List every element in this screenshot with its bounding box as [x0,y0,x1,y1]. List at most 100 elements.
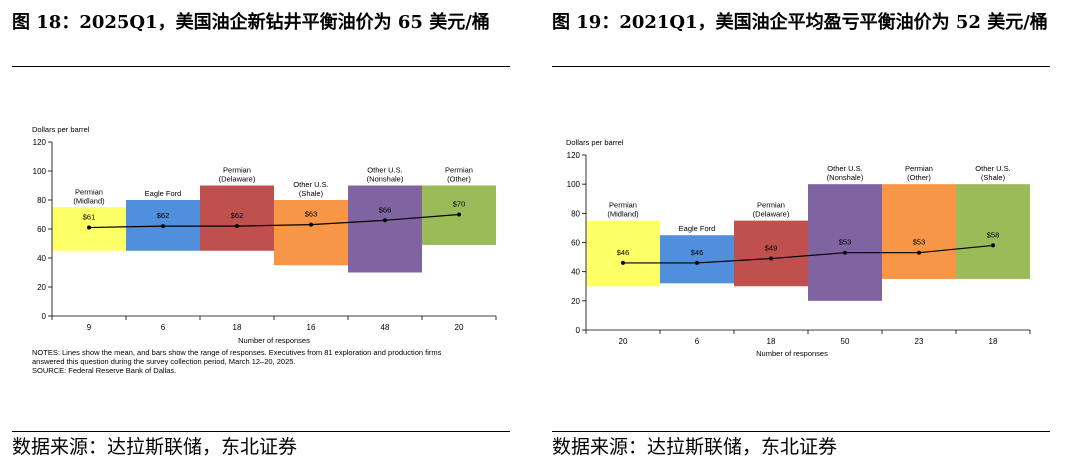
y-tick-label: 120 [567,151,581,160]
data-source: 数据来源：达拉斯联储，东北证券 [552,436,838,458]
figure-title: 图 18：2025Q1，美国油企新钻井平衡油价为 65 美元/桶 [12,12,490,33]
mean-point [843,250,847,255]
category-label: Other U.S. [975,164,1010,173]
response-count: 6 [161,323,166,332]
y-axis-label: Dollars per barrel [566,138,624,147]
response-count: 6 [695,337,700,346]
mean-value-label: $62 [157,211,170,220]
category-label: (Other) [447,175,471,184]
mean-line [88,213,460,229]
notes-line: NOTES: Lines show the mean, and bars sho… [32,348,442,357]
response-count: 18 [767,337,776,346]
y-tick-label: 60 [571,239,580,248]
mean-point [87,225,91,230]
category-label: (Delaware) [219,175,256,184]
category-label: (Shale) [981,173,1006,182]
figure-title: 图 19：2021Q1，美国油企平均盈亏平衡油价为 52 美元/桶 [552,12,1048,33]
y-tick-label: 60 [37,225,46,234]
response-count: 18 [233,323,242,332]
y-tick-label: 120 [33,138,47,147]
mean-point [695,260,699,265]
range-bar [274,200,348,266]
category-label: (Delaware) [753,210,790,219]
range-chart-2021q1: Dollars per barrel 0 20 40 60 80 100 120 Permian… [566,138,1031,358]
category-label: Permian [757,201,785,210]
category-label: Permian [905,164,933,173]
notes-line: answered this question during the survey… [32,357,296,366]
y-tick-label: 40 [37,254,46,263]
chart-notes: NOTES: Lines show the mean, and bars sho… [32,348,502,375]
source-line: SOURCE: Federal Reserve Bank of Dallas. [32,366,177,375]
category-label: Eagle Ford [145,189,182,198]
mean-value-label: $53 [839,238,852,247]
response-count: 16 [307,323,316,332]
title-divider [12,66,510,67]
y-tick-label: 40 [571,268,580,277]
y-axis-label: Dollars per barrel [32,125,90,134]
range-chart-2025q1: Dollars per barrel 0 20 40 60 80 100 120 Permian… [32,125,497,345]
response-count: 9 [87,323,92,332]
mean-point [383,218,387,223]
range-bar [200,185,274,251]
range-bar [956,184,1030,279]
title-divider [552,66,1050,67]
mean-value-label: $62 [231,211,244,220]
x-axis-label: Number of responses [756,349,828,358]
mean-point [769,256,773,261]
figure-18-panel: 图 18：2025Q1，美国油企新钻井平衡油价为 65 美元/桶 Dollars… [12,0,510,468]
response-count: 18 [989,337,998,346]
mean-value-label: $61 [83,213,96,222]
mean-value-label: $46 [617,248,630,257]
mean-point [235,224,239,229]
source-divider [12,431,510,432]
category-label: Permian [609,201,637,210]
response-count: 20 [619,337,628,346]
category-label: Permian [445,166,473,175]
response-count: 48 [381,323,390,332]
y-tick-label: 0 [42,312,47,321]
response-count: 20 [455,323,464,332]
response-count: 50 [841,337,850,346]
mean-point [161,224,165,229]
mean-value-label: $53 [913,238,926,247]
category-label: (Nonshale) [367,175,404,184]
category-label: (Midland) [73,196,105,205]
mean-point [917,250,921,255]
range-bar [660,235,734,284]
category-label: Permian [223,166,251,175]
y-tick-label: 20 [37,283,46,292]
mean-value-label: $46 [691,248,704,257]
response-count: 23 [915,337,924,346]
mean-value-label: $49 [765,244,778,253]
mean-point [991,243,995,248]
mean-value-label: $66 [379,205,392,214]
range-bar [808,184,882,301]
category-label: Other U.S. [367,166,402,175]
category-label: (Nonshale) [827,173,864,182]
y-tick-label: 20 [571,297,580,306]
category-label: Permian [75,187,103,196]
y-tick-label: 80 [571,209,580,218]
y-tick-label: 100 [33,167,47,176]
category-label: (Other) [907,173,931,182]
mean-point [457,212,461,217]
y-tick-label: 100 [567,180,581,189]
figure-19-panel: 图 19：2021Q1，美国油企平均盈亏平衡油价为 52 美元/桶 Dollar… [552,0,1050,468]
mean-value-label: $63 [305,210,318,219]
x-axis-label: Number of responses [238,336,310,345]
y-tick-label: 80 [37,196,46,205]
data-source: 数据来源：达拉斯联储，东北证券 [12,436,298,458]
range-bar [586,220,660,287]
range-bar [882,184,956,279]
category-label: Eagle Ford [679,224,716,233]
range-bar [734,220,808,287]
mean-point [309,222,313,227]
mean-line [623,244,994,264]
mean-value-label: $58 [987,230,1000,239]
mean-point [621,260,625,265]
category-label: Other U.S. [293,180,328,189]
mean-value-label: $70 [453,200,466,209]
range-bar [348,185,422,273]
source-divider [552,431,1050,432]
category-label: (Shale) [299,189,324,198]
